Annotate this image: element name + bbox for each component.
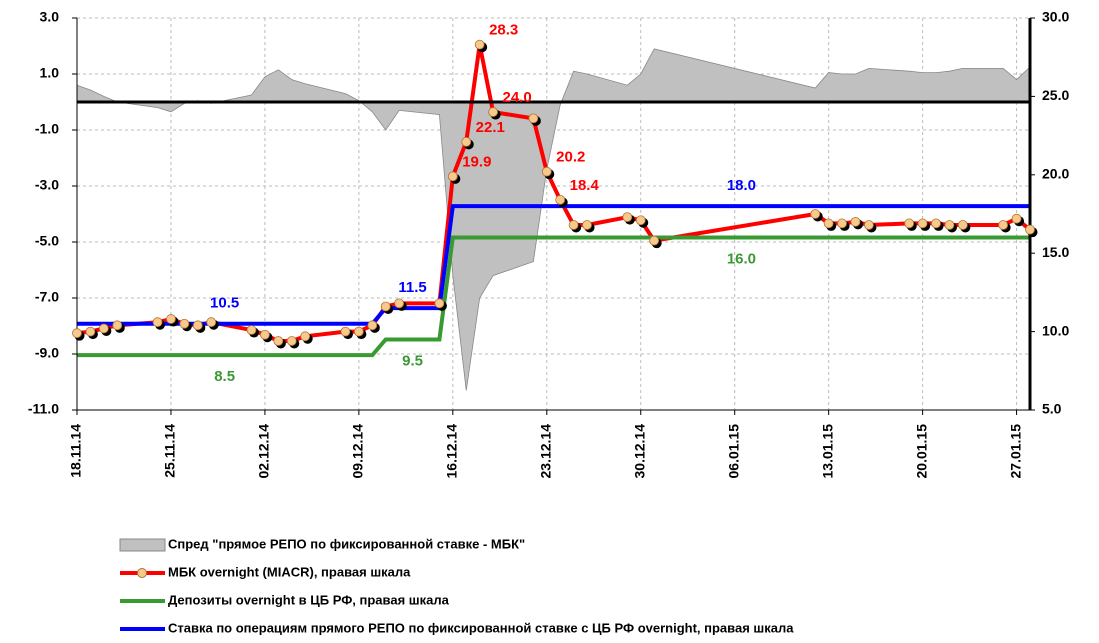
marker — [206, 317, 217, 328]
marker — [931, 218, 941, 229]
y-tick-label: -5.0 — [35, 233, 59, 249]
value-label: 11.5 — [398, 279, 426, 296]
marker — [998, 220, 1009, 230]
marker — [944, 220, 955, 230]
marker — [447, 171, 458, 182]
marker — [461, 136, 472, 147]
value-label: 18.4 — [570, 177, 600, 194]
x-tick-label: 16.12.14 — [444, 424, 460, 479]
x-tick-label: 13.01.15 — [819, 424, 835, 479]
marker — [850, 216, 861, 227]
marker — [112, 320, 123, 331]
value-label: 8.5 — [214, 368, 235, 385]
marker — [635, 215, 646, 226]
legend-swatch — [119, 538, 166, 552]
marker — [622, 212, 633, 223]
line — [77, 204, 1030, 326]
x-tick-label: 06.01.15 — [725, 424, 741, 479]
y-tick-label: -11.0 — [28, 401, 59, 417]
marker — [72, 328, 82, 339]
marker — [488, 107, 498, 117]
marker — [152, 317, 163, 328]
marker — [541, 166, 552, 177]
legend-text: Спред "прямое РЕПО по фиксированной став… — [168, 536, 525, 551]
marker — [582, 220, 592, 230]
marker — [273, 336, 284, 346]
value-label: 10.5 — [210, 295, 239, 312]
marker — [192, 320, 203, 331]
value-label: 24.0 — [502, 89, 531, 106]
marker — [837, 218, 847, 229]
marker — [380, 301, 391, 312]
value-label: 18.0 — [727, 177, 756, 194]
marker — [434, 298, 445, 309]
marker — [957, 220, 968, 230]
marker — [286, 336, 297, 346]
marker — [823, 218, 834, 229]
y2-tick-label: 25.0 — [1042, 87, 1069, 103]
value-label: 16.0 — [727, 250, 756, 267]
area — [76, 48, 1031, 391]
marker — [166, 314, 176, 324]
y2-tick-label: 30.0 — [1042, 9, 1069, 25]
y2-tick-label: 15.0 — [1042, 244, 1069, 260]
x-tick-label: 25.11.14 — [162, 424, 178, 478]
marker — [810, 209, 821, 219]
marker — [904, 218, 915, 229]
marker — [340, 326, 351, 337]
value-label: 19.9 — [462, 153, 491, 170]
value-label: 20.2 — [556, 149, 585, 166]
y-tick-label: -1.0 — [35, 121, 59, 137]
x-tick-label: 18.11.14 — [68, 424, 84, 478]
x-tick-label: 09.12.14 — [350, 424, 366, 479]
legend-text: Депозиты overnight в ЦБ РФ, правая шкала — [168, 592, 450, 607]
marker — [246, 325, 257, 335]
line — [77, 235, 1030, 358]
legend-text: МБК overnight (MIACR), правая шкала — [168, 564, 411, 579]
y2-tick-label: 5.0 — [1042, 401, 1062, 417]
marker — [568, 220, 579, 230]
marker — [98, 323, 109, 334]
x-tick-label: 23.12.14 — [537, 424, 553, 479]
marker — [649, 235, 660, 246]
y2-tick-label: 20.0 — [1042, 166, 1069, 182]
legend-marker — [137, 568, 147, 578]
x-tick-label: 27.01.15 — [1007, 424, 1023, 479]
marker — [394, 298, 405, 309]
value-label: 9.5 — [402, 352, 423, 369]
marker — [85, 326, 96, 337]
x-tick-label: 20.01.15 — [913, 424, 929, 479]
marker — [1025, 224, 1035, 235]
marker — [300, 331, 311, 342]
value-label: 22.1 — [476, 119, 505, 136]
marker — [555, 194, 566, 205]
y-tick-label: -9.0 — [35, 345, 59, 361]
y-tick-label: -3.0 — [35, 177, 59, 193]
marker — [474, 39, 485, 50]
marker — [367, 320, 378, 331]
x-tick-label: 02.12.14 — [256, 424, 272, 479]
marker — [179, 318, 190, 329]
marker — [528, 113, 539, 124]
x-tick-label: 30.12.14 — [631, 424, 647, 479]
value-label: 28.3 — [489, 22, 518, 39]
marker — [260, 329, 270, 340]
y-tick-label: -7.0 — [35, 289, 59, 305]
y-tick-label: 1.0 — [40, 65, 60, 81]
y2-tick-label: 10.0 — [1042, 322, 1069, 338]
marker — [864, 220, 874, 230]
marker — [917, 218, 928, 229]
legend-text: Ставка по операциям прямого РЕПО по фикс… — [168, 620, 794, 635]
marker — [1011, 213, 1022, 224]
y-tick-label: 3.0 — [40, 9, 60, 25]
marker — [353, 326, 364, 337]
